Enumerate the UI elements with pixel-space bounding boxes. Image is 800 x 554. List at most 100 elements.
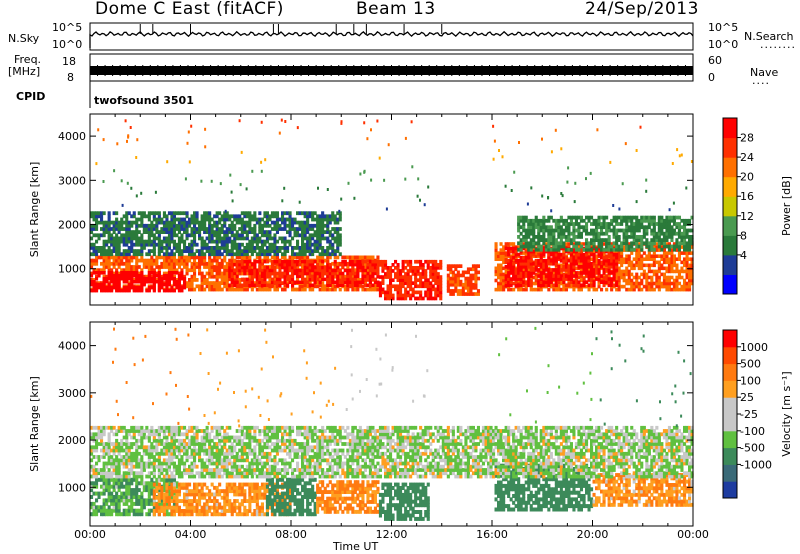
power-cell: [524, 215, 528, 220]
power-cell: [270, 214, 274, 219]
power-cell: [464, 276, 468, 281]
power-cell: [549, 241, 553, 246]
power-cell: [519, 215, 523, 220]
power-cell: [213, 268, 217, 273]
power-cell: [547, 238, 551, 242]
power-cell: [683, 235, 687, 239]
power-cell: [225, 281, 229, 285]
power-cell: [351, 265, 355, 270]
power-cell: [306, 214, 310, 219]
power-cell: [273, 223, 277, 228]
power-cell: [157, 282, 161, 287]
power-cell: [321, 265, 325, 270]
power-cell: [311, 217, 315, 222]
power-cell: [640, 254, 644, 258]
power-cell: [301, 239, 305, 244]
power-cell: [333, 230, 337, 234]
power-cell: [635, 257, 639, 261]
power-cell: [258, 287, 262, 292]
power-cell: [115, 236, 119, 241]
power-cell: [494, 254, 498, 258]
power-cell: [240, 223, 244, 228]
power-cell: [562, 244, 566, 249]
power-cell: [660, 281, 664, 286]
power-cell: [281, 255, 285, 260]
power-cell: [107, 258, 111, 263]
power-cell: [258, 280, 262, 284]
power-cell: [527, 280, 531, 284]
power-cell: [110, 255, 114, 260]
power-cell: [100, 268, 104, 273]
power-cell: [185, 246, 189, 250]
power-cell: [336, 242, 340, 247]
power-cell: [228, 274, 232, 279]
power-cell: [90, 223, 94, 228]
power-cell: [107, 288, 111, 293]
power-cell: [115, 268, 119, 273]
power-cell: [512, 249, 516, 254]
power-cell: [273, 259, 277, 264]
power-cell: [235, 246, 239, 250]
power-cell: [278, 227, 282, 231]
power-cell: [303, 211, 307, 216]
power-cell: [690, 235, 694, 239]
power-cell: [238, 271, 242, 276]
power-cell: [461, 286, 465, 290]
power-cell: [569, 241, 573, 246]
power-cell: [522, 244, 526, 249]
power-cell: [353, 277, 357, 282]
power-cell: [260, 268, 264, 273]
power-cell: [620, 263, 624, 268]
power-cell: [92, 271, 96, 275]
power-cell: [647, 222, 651, 226]
power-cell: [549, 277, 553, 281]
power-cell: [559, 281, 563, 286]
power-cell: [306, 227, 310, 231]
power-cell: [147, 249, 151, 253]
power-cell: [605, 222, 609, 226]
power-cell: [162, 258, 166, 263]
power-cell: [248, 227, 252, 231]
power-sparse-echo: [370, 178, 373, 182]
power-cell: [685, 222, 689, 226]
power-cell: [316, 281, 320, 285]
power-cell: [183, 285, 187, 290]
power-cell: [281, 274, 285, 279]
power-cell: [685, 284, 689, 289]
power-cell: [190, 233, 194, 238]
power-cell: [220, 230, 224, 234]
power-cell: [431, 269, 435, 273]
power-cell: [389, 296, 393, 301]
power-cell: [592, 255, 596, 260]
power-cell: [240, 242, 244, 247]
power-cell: [142, 282, 146, 287]
power-cell: [293, 246, 297, 250]
power-cell: [645, 263, 649, 268]
power-cell: [677, 272, 681, 277]
power-cell: [615, 283, 619, 288]
power-cell: [554, 228, 558, 233]
power-sparse-echo: [574, 181, 577, 185]
power-cell: [165, 282, 169, 287]
power-cell: [630, 263, 634, 268]
power-cell: [255, 242, 259, 247]
power-sparse-echo: [113, 169, 116, 173]
power-cell: [250, 277, 254, 282]
power-cell: [185, 255, 189, 260]
power-cell: [218, 287, 222, 292]
power-cell: [298, 220, 302, 225]
power-cell: [110, 273, 114, 278]
power-cell: [683, 244, 687, 249]
power-cell: [524, 244, 528, 249]
power-cell: [100, 249, 104, 253]
power-cell: [115, 271, 119, 275]
power-sparse-echo: [376, 119, 379, 123]
power-cell: [125, 249, 129, 253]
power-cell: [110, 261, 114, 266]
power-cell: [102, 255, 106, 260]
power-cell: [215, 246, 219, 250]
power-cell: [110, 279, 114, 284]
power-cell: [612, 268, 616, 272]
power-cell: [172, 258, 176, 263]
power-cell: [328, 287, 332, 292]
